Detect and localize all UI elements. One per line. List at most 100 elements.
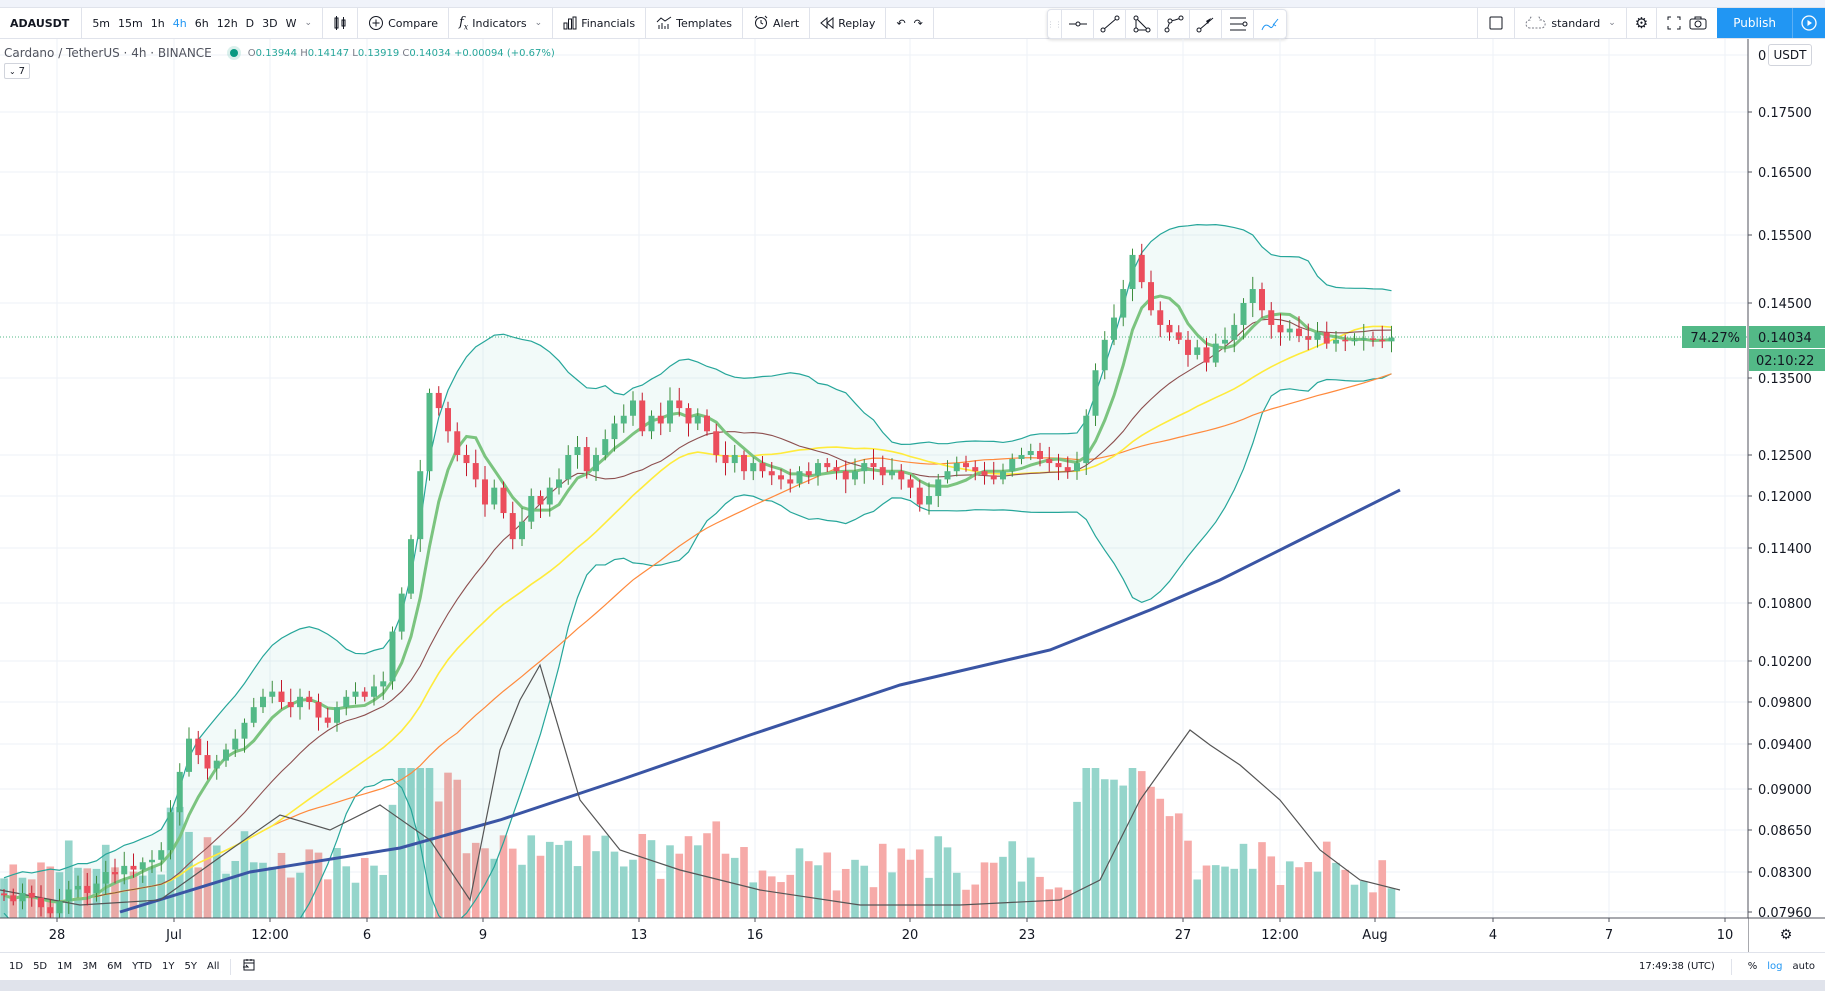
interval-5m[interactable]: 5m (92, 16, 111, 30)
range-5d[interactable]: 5D (33, 961, 48, 972)
view-group (1657, 8, 1717, 38)
current-price-tag (1749, 326, 1825, 348)
candles-icon (334, 16, 346, 30)
horizontal-line-icon (1068, 21, 1087, 27)
time-axis[interactable]: 28 Jul 12:00 6 9 13 16 20 23 27 12:00 Aug 4 7 10 ⚙ (0, 917, 1825, 952)
chart-style-group (323, 8, 359, 38)
alert-button[interactable]: Alert (749, 15, 803, 31)
settings-button[interactable]: ⚙ (1631, 14, 1652, 32)
low-value: 0.13919 (357, 47, 400, 59)
candles-style-button[interactable] (329, 15, 351, 31)
range-6m[interactable]: 6M (107, 961, 123, 972)
low-label: L (352, 47, 358, 59)
publish-dropdown-button[interactable] (1793, 8, 1825, 38)
indicators-group: fx Indicators ⌄ (449, 8, 554, 38)
bar-chart-icon (563, 16, 577, 30)
clock-time[interactable]: 17:49:38 (UTC) (1639, 961, 1715, 972)
fullscreen-button[interactable] (1663, 16, 1685, 30)
trend-line-tool[interactable] (1094, 10, 1126, 38)
symbol-search[interactable]: ADAUSDT (10, 16, 70, 30)
compare-group: Compare (358, 8, 449, 38)
interval-D[interactable]: D (245, 16, 255, 30)
interval-W[interactable]: W (285, 16, 297, 30)
price-tick-label: 0.07960 (1758, 906, 1812, 921)
toolbar-right: standard ⌄ ⚙ Publish (1477, 8, 1825, 38)
time-tick-label: 12:00 (1261, 928, 1298, 943)
undo-button[interactable]: ↶ (892, 17, 909, 30)
replay-label: Replay (838, 16, 876, 30)
goto-date-button[interactable] (237, 958, 261, 975)
close-value: 0.14034 (409, 47, 451, 59)
interval-dropdown[interactable]: ⌄ (304, 18, 313, 28)
play-circle-icon (1801, 15, 1817, 31)
time-tick-label: 7 (1605, 928, 1613, 943)
save-layout-button[interactable]: standard (1521, 16, 1604, 30)
price-tick-label: 0.12000 (1758, 490, 1812, 505)
horizontal-ray-tool[interactable] (1062, 10, 1094, 38)
screenshot-button[interactable] (1685, 16, 1711, 30)
layout-toggle-group (1477, 8, 1516, 38)
range-1d[interactable]: 1D (9, 961, 24, 972)
range-ytd[interactable]: YTD (132, 961, 153, 972)
redo-button[interactable]: ↷ (910, 17, 927, 30)
layout-dropdown[interactable]: ⌄ (1608, 18, 1616, 28)
range-1m[interactable]: 1M (57, 961, 73, 972)
triangle-pattern-tool[interactable] (1126, 10, 1158, 38)
candles (1, 243, 1395, 925)
range-3m[interactable]: 3M (82, 961, 98, 972)
brush-icon (1261, 18, 1279, 31)
time-tick-label: 10 (1717, 928, 1734, 943)
interval-12h[interactable]: 12h (216, 16, 238, 30)
percent-scale-toggle[interactable]: % (1747, 961, 1758, 972)
financials-label: Financials (581, 16, 636, 30)
change-value: +0.00094 (+0.67%) (453, 47, 555, 59)
log-scale-toggle[interactable]: log (1767, 961, 1783, 972)
auto-scale-toggle[interactable]: auto (1792, 961, 1815, 972)
time-tick-label: 4 (1489, 928, 1497, 943)
alert-label: Alert (773, 16, 800, 30)
interval-15m[interactable]: 15m (118, 16, 143, 30)
path-icon (1164, 15, 1183, 33)
templates-button[interactable]: Templates (652, 16, 736, 30)
chart-legend: Cardano / TetherUS · 4h · BINANCE O0.139… (4, 46, 555, 60)
publish-button[interactable]: Publish (1717, 8, 1793, 38)
price-chart[interactable]: 0.17500 0.16500 0.15500 0.14500 0.13500 0.125… (0, 0, 1825, 952)
drag-handle[interactable]: ⋮⋮ (1047, 10, 1063, 38)
price-tick-label: 0.16500 (1758, 166, 1812, 181)
alarm-clock-icon (754, 15, 768, 29)
price-axis[interactable]: 0.17500 0.16500 0.15500 0.14500 0.13500 0.125… (1682, 39, 1825, 952)
path-tool[interactable] (1158, 10, 1190, 38)
replay-group: Replay (810, 8, 887, 38)
axis-settings-icon[interactable]: ⚙ (1780, 927, 1793, 943)
interval-3D[interactable]: 3D (262, 16, 278, 30)
interval-1h[interactable]: 1h (150, 16, 165, 30)
market-status-dot[interactable] (229, 49, 238, 57)
arrow-tool[interactable] (1190, 10, 1222, 38)
parallel-channel-tool[interactable] (1222, 10, 1254, 38)
financials-button[interactable]: Financials (559, 16, 639, 30)
interval-6h[interactable]: 6h (194, 16, 209, 30)
arrow-icon (1196, 17, 1213, 33)
time-tick-label: 28 (49, 928, 66, 943)
financials-group: Financials (553, 8, 647, 38)
brush-tool[interactable] (1254, 10, 1286, 38)
replay-button[interactable]: Replay (816, 17, 879, 30)
layout-name: standard (1551, 16, 1601, 30)
svg-text:0.14034: 0.14034 (1758, 331, 1812, 346)
range-all[interactable]: All (207, 961, 220, 972)
compare-button[interactable]: Compare (364, 15, 442, 31)
layout-toggle-button[interactable] (1484, 15, 1508, 31)
price-tick-label: 0.09800 (1758, 696, 1812, 711)
range-1y[interactable]: 1Y (162, 961, 175, 972)
range-5y[interactable]: 5Y (184, 961, 198, 972)
trend-line-icon (1100, 15, 1119, 33)
indicators-button[interactable]: fx Indicators (455, 15, 531, 32)
svg-text:0: 0 (1758, 49, 1766, 64)
price-tick-label: 0.08300 (1758, 866, 1812, 881)
currency-label[interactable]: USDT (1768, 44, 1812, 66)
indicators-collapse-button[interactable]: ⌄ 7 (4, 63, 30, 79)
redo-icon: ↷ (913, 16, 923, 30)
interval-4h[interactable]: 4h (172, 16, 187, 30)
interval-group: 5m 15m 1h 4h 6h 12h D 3D W ⌄ (82, 8, 324, 38)
indicators-dropdown[interactable]: ⌄ (534, 18, 543, 28)
